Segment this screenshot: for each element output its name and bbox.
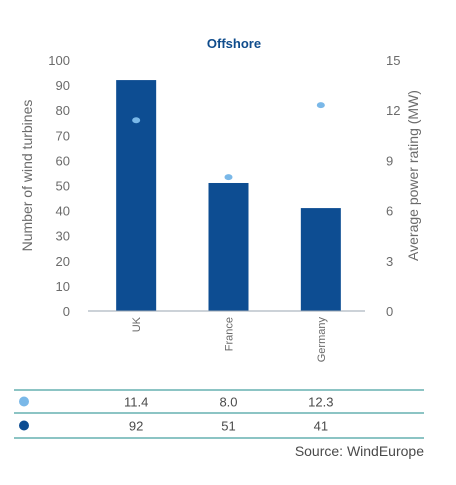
table-cell: 41 <box>314 419 328 434</box>
right-tick-label: 0 <box>386 304 393 319</box>
left-tick-label: 20 <box>56 254 70 269</box>
source-note: Source: WindEurope <box>295 443 424 459</box>
left-axis-title: Number of wind turbines <box>19 100 35 252</box>
data-table: 11.4 8.0 12.3 92 51 41 <box>14 389 424 439</box>
left-tick-label: 10 <box>56 279 70 294</box>
left-tick-label: 90 <box>56 78 70 93</box>
left-tick-label: 0 <box>63 304 70 319</box>
right-tick-label: 15 <box>386 53 400 68</box>
dots <box>132 102 325 181</box>
left-tick-label: 60 <box>56 153 70 168</box>
table-cell: 8.0 <box>219 395 237 410</box>
bars <box>116 80 341 311</box>
left-axis: 0 10 20 30 40 50 60 70 80 90 100 <box>48 53 70 319</box>
left-tick-label: 70 <box>56 128 70 143</box>
right-tick-label: 3 <box>386 254 393 269</box>
bar <box>300 208 341 311</box>
table-cell: 92 <box>129 419 143 434</box>
dot-marker <box>224 174 233 181</box>
right-axis: 0 3 6 9 12 15 <box>386 53 400 319</box>
category-label: Germany <box>316 317 328 363</box>
dot-marker <box>132 117 141 124</box>
right-axis-title: Average power rating (MW) <box>405 90 421 261</box>
left-tick-label: 40 <box>56 204 70 219</box>
left-tick-label: 100 <box>48 53 70 68</box>
table-cell: 12.3 <box>308 395 333 410</box>
right-tick-label: 9 <box>386 153 393 168</box>
legend-marker <box>19 396 29 407</box>
legend-marker <box>19 420 29 431</box>
chart-title: Offshore <box>207 36 261 51</box>
dot-marker <box>316 102 325 109</box>
category-label: France <box>224 317 236 351</box>
category-label: UK <box>131 316 143 332</box>
bar <box>208 182 249 311</box>
right-tick-label: 6 <box>386 204 393 219</box>
table-cell: 11.4 <box>124 395 148 410</box>
left-tick-label: 30 <box>56 229 70 244</box>
right-tick-label: 12 <box>386 103 400 118</box>
table-cell: 51 <box>221 419 235 434</box>
left-tick-label: 50 <box>56 179 70 194</box>
left-tick-label: 80 <box>56 103 70 118</box>
bar <box>116 80 157 311</box>
category-labels: UK France Germany <box>131 316 328 362</box>
